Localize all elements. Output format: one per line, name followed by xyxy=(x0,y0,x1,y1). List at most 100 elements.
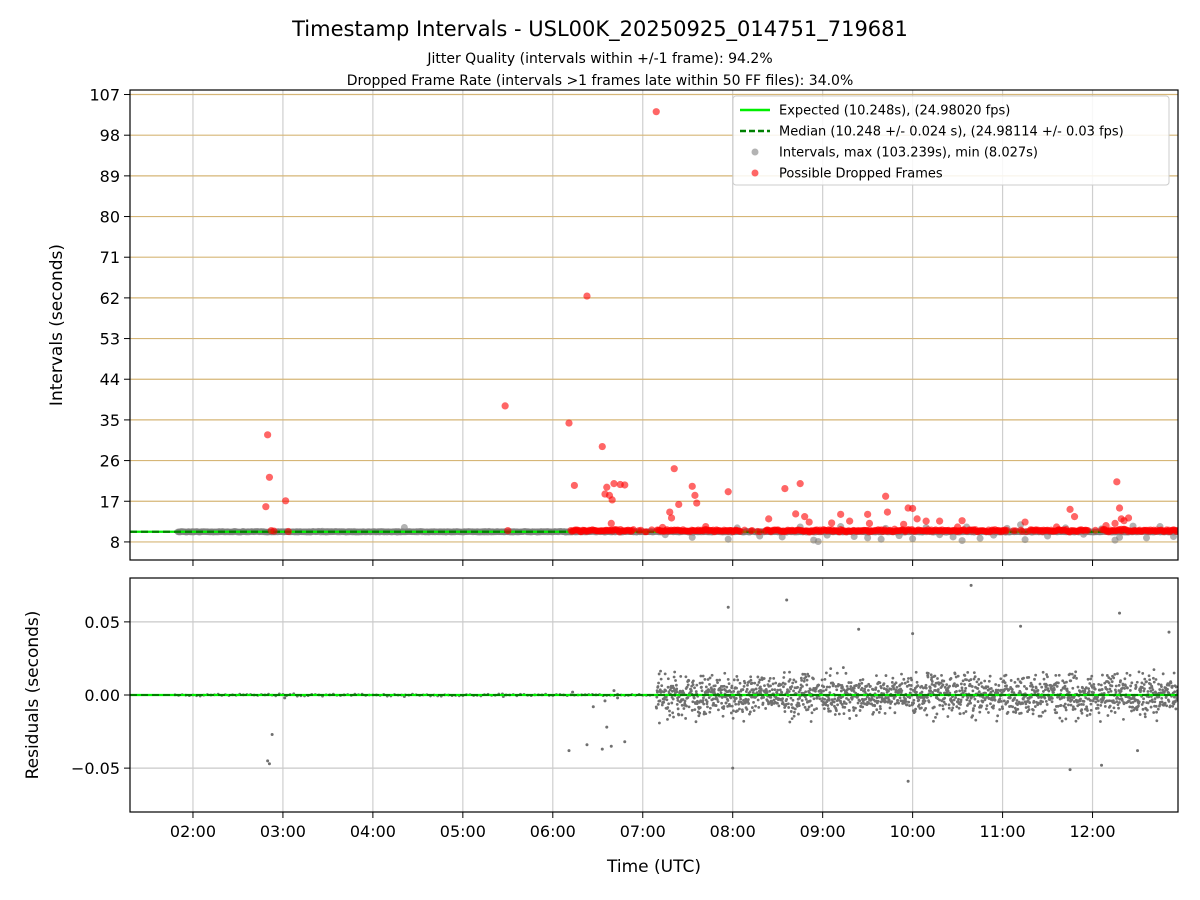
residual-point xyxy=(849,685,853,688)
residual-point xyxy=(666,677,670,681)
residual-point xyxy=(603,699,607,703)
residual-point xyxy=(890,687,893,691)
residual-point xyxy=(1143,687,1146,691)
dropped-frame-point xyxy=(1066,505,1074,513)
residual-point xyxy=(1064,708,1068,712)
residual-point xyxy=(788,670,791,674)
residual-point xyxy=(749,675,753,679)
residual-point xyxy=(782,676,786,679)
residual-point xyxy=(926,695,929,699)
residual-point xyxy=(1149,705,1153,709)
residual-point xyxy=(759,685,762,689)
residual-point xyxy=(942,679,946,683)
residual-point xyxy=(1024,706,1028,709)
residual-point xyxy=(714,704,718,707)
residual-point xyxy=(1099,703,1103,707)
dropped-frame-point xyxy=(1124,514,1133,522)
residual-point xyxy=(1148,678,1152,682)
residual-point xyxy=(897,701,901,705)
residual-point xyxy=(796,685,799,689)
residual-point xyxy=(1061,679,1065,683)
legend-entry: Intervals, max (103.239s), min (8.027s) xyxy=(779,146,1038,161)
residual-point xyxy=(1042,677,1046,681)
residual-point xyxy=(705,700,709,704)
residual-point xyxy=(1019,711,1023,715)
residual-point xyxy=(941,704,945,708)
residual-point xyxy=(694,720,698,724)
residual-point xyxy=(722,684,726,688)
residual-point xyxy=(971,689,975,693)
residual-point xyxy=(723,671,727,675)
dropped-frame-point xyxy=(1052,523,1061,531)
residual-point xyxy=(1034,686,1038,690)
interval-point xyxy=(778,533,786,541)
residual-point xyxy=(697,714,701,718)
residual-point xyxy=(672,715,675,719)
residual-point xyxy=(1092,691,1095,694)
residual-point xyxy=(695,702,699,706)
residual-point xyxy=(731,709,735,713)
interval-point xyxy=(814,537,822,545)
residual-point xyxy=(716,681,719,685)
residual-point xyxy=(928,686,932,690)
residual-point xyxy=(665,698,669,702)
residual-point xyxy=(996,714,1000,718)
residual-point xyxy=(1002,699,1006,703)
residual-point xyxy=(974,718,978,722)
residual-point xyxy=(941,707,945,711)
residual-point xyxy=(791,698,795,702)
residual-point xyxy=(1033,677,1036,681)
residual-point xyxy=(738,681,742,685)
residual-point xyxy=(1005,684,1008,688)
residual-point xyxy=(783,710,787,713)
residual-point xyxy=(746,683,749,687)
bottom-panel-frame xyxy=(129,577,1179,813)
residual-point xyxy=(986,685,990,689)
residual-point xyxy=(686,683,690,687)
residual-point xyxy=(801,684,804,688)
residual-point xyxy=(971,709,975,712)
residual-point xyxy=(963,674,967,677)
dropped-frame-point xyxy=(693,499,701,507)
dropped-frame-point xyxy=(741,526,748,534)
residual-point xyxy=(1000,691,1004,695)
residual-point xyxy=(848,700,852,704)
residual-point xyxy=(788,678,792,681)
residual-point xyxy=(1082,703,1085,706)
residual-point xyxy=(847,681,851,684)
residual-point xyxy=(1071,686,1075,690)
residual-point xyxy=(732,690,736,693)
residual-point xyxy=(782,685,785,689)
dropped-frame-point xyxy=(1003,526,1011,534)
residual-point xyxy=(668,709,671,713)
residual-point xyxy=(717,708,720,712)
residual-point xyxy=(762,677,766,680)
residual-point xyxy=(741,710,745,714)
interval-point xyxy=(909,535,917,543)
residual-point xyxy=(655,706,658,710)
residual-point xyxy=(600,747,604,751)
residual-point xyxy=(1148,699,1152,703)
residual-point xyxy=(1146,701,1150,705)
residual-point xyxy=(1084,686,1088,690)
residual-point xyxy=(1002,679,1006,683)
residual-point xyxy=(817,683,821,687)
residual-point xyxy=(929,673,933,677)
residual-point xyxy=(687,679,691,682)
residual-point xyxy=(616,696,620,700)
residual-point xyxy=(856,701,860,705)
residual-point xyxy=(790,717,794,721)
residual-point xyxy=(731,716,735,720)
residual-point xyxy=(660,684,664,688)
residual-point xyxy=(711,697,715,701)
dropped-frame-point xyxy=(748,526,756,534)
residual-point xyxy=(666,685,670,689)
residual-point xyxy=(1168,704,1172,708)
residual-point xyxy=(727,682,731,686)
residual-point xyxy=(998,708,1002,711)
residual-point xyxy=(936,688,940,691)
dropped-frame-point xyxy=(1115,504,1124,512)
residual-point xyxy=(752,709,756,713)
dropped-frame-point xyxy=(883,508,892,516)
residual-point xyxy=(879,686,883,690)
